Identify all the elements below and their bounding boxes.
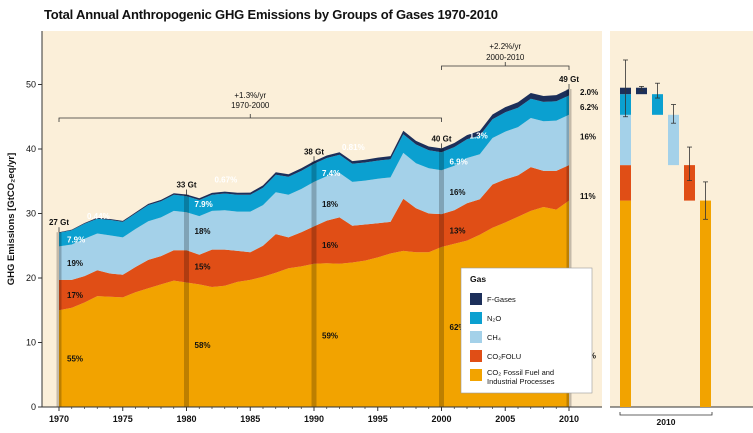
share-label-folu-2000: 13% (450, 227, 466, 236)
y-tick-label: 40 (26, 144, 36, 154)
share-label-n2o-2000: 6.9% (450, 157, 468, 166)
growth-period-label: 2000-2010 (486, 53, 525, 62)
legend-swatch-1 (470, 312, 482, 324)
legend-box (460, 267, 593, 394)
side-bar-0 (700, 200, 711, 407)
growth-period-label: 1970-2000 (231, 101, 270, 110)
legend-swatch-0 (470, 293, 482, 305)
legend-label: F-Gases (487, 295, 516, 304)
y-axis-label: GHG Emissions [GtCO₂eq/yr] (6, 153, 17, 286)
area-series-1 (59, 165, 569, 311)
growth-rate-label: +1.3%/yr (234, 91, 266, 100)
side-total-segment-0 (620, 200, 631, 407)
side-axis-bracket (619, 412, 713, 416)
total-label-2000: 40 Gt (431, 134, 451, 143)
legend-label: N₂O (487, 314, 501, 323)
legend-swatch-3 (470, 350, 482, 362)
x-tick-label: 2005 (495, 414, 515, 424)
side-total-segment-1 (620, 165, 631, 201)
side-panel-background (610, 31, 753, 407)
share-label-ch4-2010: 16% (580, 133, 596, 142)
highlight-column-1990 (311, 161, 317, 407)
legend: Gas F-Gases N₂O CH₄ CO₂FOLU CO₂ Fossil Fuel a… (460, 267, 593, 394)
x-tick-label: 1970 (49, 414, 69, 424)
share-label-fgas-1970: 0.44% (87, 212, 110, 221)
x-tick-label: 1975 (113, 414, 133, 424)
share-label-fgas-1990: 0.81% (342, 143, 365, 152)
share-label-folu-1990: 16% (322, 241, 338, 250)
side-total-segment-2 (620, 114, 631, 166)
share-label-n2o-1980: 7.9% (195, 200, 213, 209)
area-series-2 (59, 114, 569, 280)
share-label-ch4-1990: 18% (322, 200, 338, 209)
share-label-ch4-2000: 16% (450, 188, 466, 197)
legend-label: CH₄ (487, 333, 501, 342)
legend-label: CO₂FOLU (487, 352, 521, 361)
share-label-ff-1990: 59% (322, 331, 338, 340)
share-label-n2o-1990: 7.4% (322, 169, 340, 178)
total-label-1980: 33 Gt (176, 180, 196, 189)
area-series-0 (59, 200, 569, 407)
x-tick-label: 1985 (240, 414, 260, 424)
share-label-folu-1970: 17% (67, 291, 83, 300)
legend-label: CO₂ Fossil Fuel and (487, 368, 554, 377)
x-tick-label: 2000 (431, 414, 451, 424)
side-bar-1 (684, 165, 695, 201)
area-series-4 (59, 89, 569, 233)
y-tick-label: 20 (26, 273, 36, 283)
share-label-folu-1980: 15% (195, 262, 211, 271)
share-label-ch4-1970: 19% (67, 259, 83, 268)
y-tick-label: 0 (31, 402, 36, 412)
share-label-ff-2000: 62% (450, 323, 466, 332)
highlight-column-1980 (184, 194, 189, 407)
share-label-ff-1980: 58% (195, 341, 211, 350)
side-bar-2 (668, 114, 679, 166)
x-tick-label: 1980 (176, 414, 196, 424)
side-axis-label: 2010 (657, 417, 676, 427)
legend-label: Industrial Processes (487, 377, 555, 386)
share-label-fgas-2000: 1.3% (470, 131, 488, 140)
highlight-column-1970 (56, 232, 62, 407)
share-label-ff-1970: 55% (67, 355, 83, 364)
share-label-n2o-1970: 7.9% (67, 236, 85, 245)
share-label-fgas-2010: 2.0% (580, 88, 598, 97)
highlight-column-2000 (439, 148, 444, 408)
decade-highlight-columns (56, 89, 572, 408)
share-label-fgas-1980: 0.67% (215, 175, 238, 184)
x-tick-label: 1995 (368, 414, 388, 424)
legend-swatch-4 (470, 369, 482, 381)
total-label-1970: 27 Gt (49, 218, 69, 227)
legend-title: Gas (470, 274, 486, 284)
growth-rate-label: +2.2%/yr (489, 42, 521, 51)
area-series-3 (59, 95, 569, 247)
y-tick-label: 30 (26, 209, 36, 219)
y-tick-label: 10 (26, 338, 36, 348)
total-label-1990: 38 Gt (304, 147, 324, 156)
x-tick-label: 2010 (559, 414, 579, 424)
share-label-n2o-2010: 6.2% (580, 103, 598, 112)
x-tick-label: 1990 (304, 414, 324, 424)
side-bar-3 (652, 94, 663, 115)
y-tick-label: 50 (26, 80, 36, 90)
total-label-2010: 49 Gt (559, 75, 579, 84)
highlight-column-2010 (566, 89, 572, 407)
share-label-folu-2010: 11% (580, 192, 596, 201)
share-label-ch4-1980: 18% (195, 227, 211, 236)
side-panel: 2010 (610, 59, 753, 427)
legend-swatch-2 (470, 331, 482, 343)
chart-title: Total Annual Anthropogenic GHG Emissions… (44, 7, 498, 22)
